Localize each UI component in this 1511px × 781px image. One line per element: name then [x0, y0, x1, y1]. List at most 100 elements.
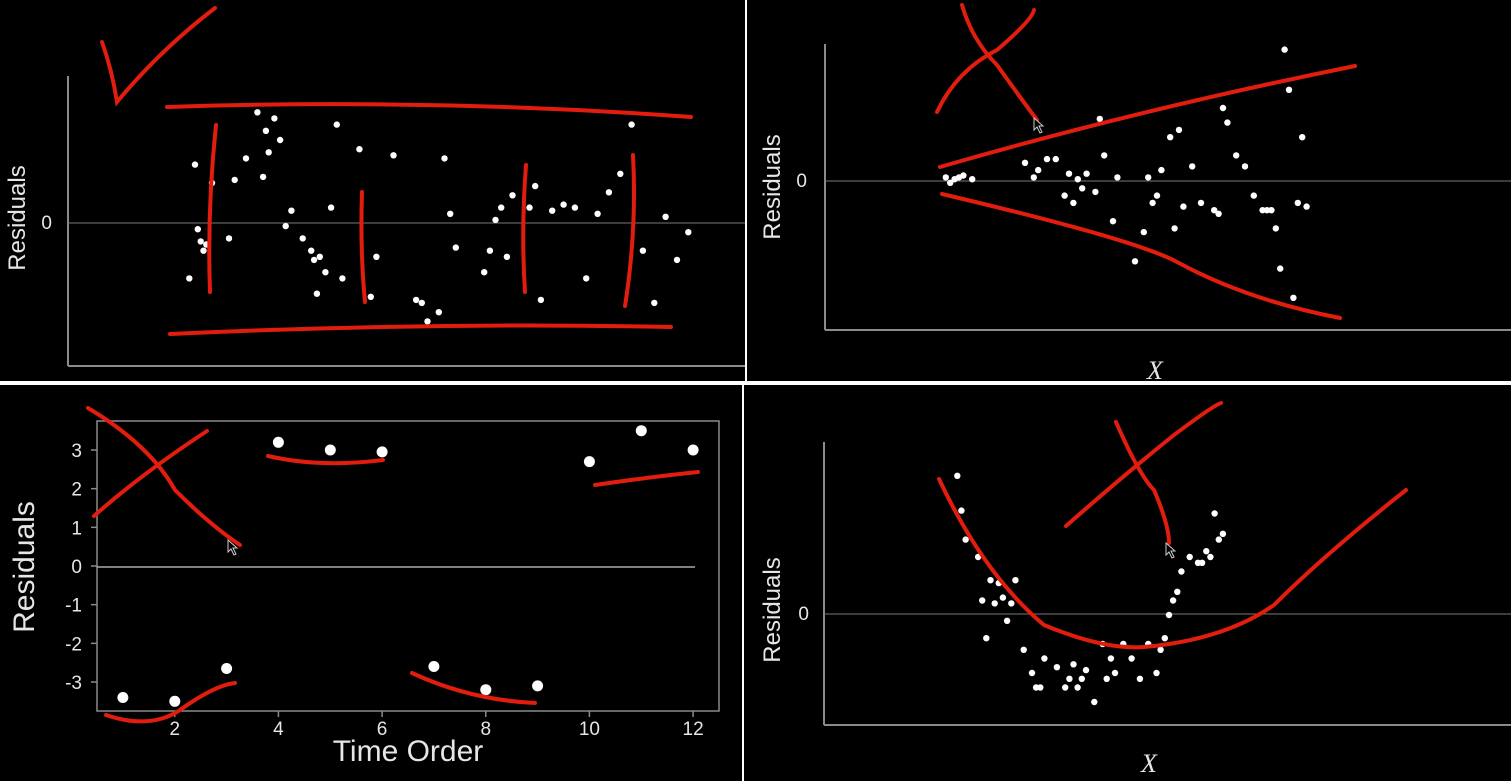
- data-point: [492, 216, 499, 224]
- data-point: [367, 293, 374, 300]
- data-point: [1101, 152, 1108, 159]
- y-tick-label: 2: [71, 480, 82, 501]
- data-point: [424, 318, 431, 325]
- data-point: [1028, 669, 1036, 677]
- data-point: [272, 436, 284, 448]
- data-point: [1078, 675, 1085, 682]
- data-point: [549, 207, 556, 214]
- data-point: [1043, 155, 1051, 163]
- x-tick-label: 4: [273, 719, 284, 740]
- data-point: [117, 692, 129, 703]
- points-group: [186, 109, 692, 325]
- data-point: [231, 176, 238, 184]
- y-tick-label: 0: [798, 604, 809, 625]
- data-point: [1092, 188, 1099, 196]
- y-tick-label: -3: [65, 673, 82, 694]
- data-point: [958, 507, 965, 514]
- data-point: [537, 296, 545, 304]
- plot-frame: [96, 420, 720, 712]
- divider-stroke: [623, 153, 636, 308]
- data-point: [1211, 207, 1218, 214]
- data-point: [1215, 536, 1222, 543]
- data-point: [254, 109, 261, 116]
- data-point: [1197, 199, 1205, 207]
- data-point: [186, 275, 193, 282]
- chart-svg-curved: 0 Residuals X: [759, 401, 1511, 778]
- data-point: [999, 594, 1007, 601]
- residual-plot-funnel: 0 Residuals X: [747, 0, 1511, 381]
- y-axis-label: Residuals: [759, 134, 786, 239]
- residual-plot-random: 0 Residuals: [0, 0, 745, 381]
- data-point: [1277, 265, 1284, 272]
- data-point: [1219, 104, 1227, 112]
- data-point: [503, 253, 511, 260]
- data-point: [651, 299, 658, 307]
- data-point: [435, 309, 442, 316]
- data-point: [1189, 163, 1196, 170]
- data-point: [313, 290, 321, 297]
- data-point: [617, 170, 624, 177]
- data-point: [356, 146, 363, 153]
- cross-mark-icon: [935, 3, 1039, 122]
- check-mark-icon: [100, 6, 217, 107]
- data-point: [685, 229, 692, 236]
- data-point: [954, 472, 961, 479]
- data-point: [480, 684, 492, 696]
- data-point: [373, 253, 380, 260]
- data-point: [1165, 611, 1173, 619]
- data-point: [428, 661, 440, 672]
- data-point: [983, 635, 990, 642]
- data-point: [962, 536, 969, 543]
- mouse-cursor-icon: [1165, 541, 1177, 559]
- x-tick-label: 12: [683, 719, 704, 740]
- data-point: [1207, 553, 1214, 561]
- data-point: [221, 663, 233, 674]
- data-point: [1140, 228, 1147, 236]
- data-point: [1035, 166, 1042, 174]
- data-point: [1012, 577, 1019, 584]
- data-point: [1175, 126, 1183, 134]
- data-point: [1153, 669, 1160, 677]
- data-point: [583, 456, 595, 468]
- data-point: [1061, 192, 1068, 199]
- data-point: [1107, 655, 1115, 662]
- data-point: [1021, 159, 1029, 166]
- cross-mark-icon: [86, 406, 242, 547]
- data-point: [1109, 218, 1117, 225]
- divider-stroke: [359, 190, 367, 304]
- data-point: [532, 182, 539, 190]
- x-axis-label: Time Order: [333, 735, 484, 768]
- data-point: [1180, 203, 1187, 210]
- data-point: [1178, 568, 1185, 575]
- data-point: [486, 247, 494, 254]
- data-point: [687, 444, 699, 456]
- chart-svg-funnel: 0 Residuals X: [759, 3, 1511, 381]
- data-point: [316, 253, 323, 260]
- trend-stroke: [593, 470, 700, 487]
- annotation-ink: [937, 401, 1408, 650]
- x-axis-label: X: [1146, 356, 1164, 381]
- data-point: [1219, 530, 1227, 537]
- data-point: [1259, 207, 1266, 214]
- data-point: [1131, 258, 1139, 265]
- data-point: [1128, 655, 1135, 662]
- data-point: [1158, 166, 1165, 174]
- data-point: [324, 444, 336, 456]
- data-point: [1091, 698, 1098, 706]
- data-point: [1268, 207, 1275, 214]
- data-point: [673, 256, 681, 264]
- data-point: [1224, 119, 1231, 126]
- points-group: [942, 46, 1310, 301]
- data-point: [947, 179, 954, 186]
- data-point: [197, 238, 204, 245]
- lower-funnel-stroke: [940, 192, 1342, 320]
- y-axis-label: Residuals: [759, 557, 786, 662]
- x-tick-label: 6: [377, 719, 388, 740]
- data-point: [262, 127, 270, 134]
- y-tick-label: -1: [65, 596, 82, 617]
- divider-stroke: [207, 123, 218, 294]
- data-point: [1169, 597, 1177, 604]
- data-point: [532, 680, 544, 692]
- cross-mark-icon: [1064, 401, 1223, 545]
